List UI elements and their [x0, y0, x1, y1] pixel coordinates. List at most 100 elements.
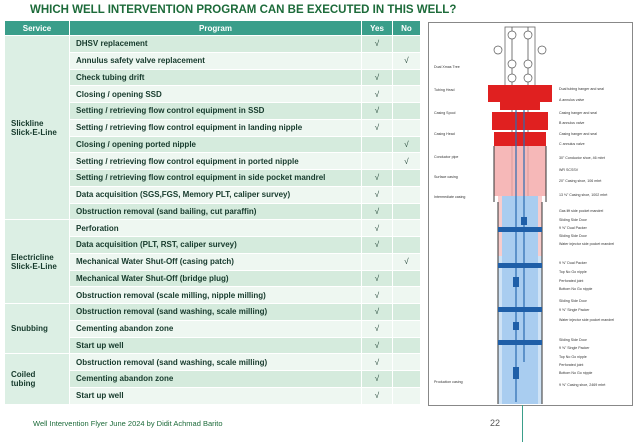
diagram-label: Gas lift side pocket mandrel [559, 209, 604, 213]
yes-cell: √ [362, 103, 393, 120]
no-cell [393, 36, 421, 53]
diagram-label: Casing hanger and seal [559, 111, 597, 115]
program-cell: DHSV replacement [70, 36, 362, 53]
yes-cell: √ [362, 186, 393, 204]
no-cell [393, 270, 421, 288]
program-cell: Closing / opening SSD [70, 86, 362, 103]
header-cell: No [393, 21, 421, 36]
program-cell: Obstruction removal (sand bailing, cut p… [70, 203, 362, 221]
no-cell [393, 371, 421, 388]
diagram-label: Top No Go nipple [559, 355, 587, 359]
diagram-label: Casing hanger and seal [559, 132, 597, 136]
diagram-label: Sliding Side Door [559, 234, 588, 238]
no-cell [393, 337, 421, 355]
yes-cell: √ [362, 270, 393, 288]
yes-cell: √ [362, 304, 393, 321]
diagram-label: Bottom No Go nipple [559, 371, 592, 375]
diagram-label: 9 ⅝" Dual Packer [559, 226, 588, 230]
yes-cell: √ [362, 119, 393, 137]
program-cell: Cementing abandon zone [70, 371, 362, 388]
no-cell [393, 287, 421, 304]
footer-text: Well Intervention Flyer June 2024 by Did… [33, 419, 223, 428]
yes-cell: √ [362, 337, 393, 355]
service-name: Slick-E-Line [11, 261, 57, 271]
no-cell [393, 354, 421, 371]
yes-cell: √ [362, 371, 393, 388]
yes-cell: √ [362, 387, 393, 405]
service-cell: Slickline Slick-E-Line [5, 36, 70, 221]
diagram-label: B annulus valve [559, 121, 584, 125]
service-name: Coiled [11, 369, 36, 379]
slide-title: WHICH WELL INTERVENTION PROGRAM CAN BE E… [30, 4, 457, 16]
no-cell: √ [393, 153, 421, 170]
diagram-label: Water injector side pocket mandrel [559, 318, 614, 322]
yes-cell: √ [362, 203, 393, 221]
no-cell: √ [393, 253, 421, 271]
yes-cell: √ [362, 69, 393, 87]
diagram-label: 13 ⅜" Casing shoe, 1002 mbrt [559, 193, 607, 197]
diagram-label: WR SCSSV [559, 168, 579, 172]
yes-cell: √ [362, 320, 393, 338]
service-name: Slick-E-Line [11, 127, 57, 137]
no-cell [393, 119, 421, 137]
yes-cell: √ [362, 220, 393, 237]
no-cell [393, 237, 421, 254]
diagram-label: C annulus valve [559, 142, 585, 146]
program-cell: Data acquisition (PLT, RST, caliper surv… [70, 237, 362, 254]
yes-cell [362, 136, 393, 154]
no-cell [393, 320, 421, 338]
diagram-label: 9 ⅝" Single Packer [559, 308, 590, 312]
no-cell [393, 103, 421, 120]
diagram-label: Conductor pipe [434, 155, 458, 159]
header-cell: Service [5, 21, 70, 36]
program-cell: Check tubing drift [70, 69, 362, 87]
yes-cell: √ [362, 36, 393, 53]
program-cell: Perforation [70, 220, 362, 237]
diagram-label: 30" Conductor shoe, 46 mbrt [559, 156, 605, 160]
no-cell [393, 203, 421, 221]
yes-cell [362, 52, 393, 70]
yes-cell: √ [362, 170, 393, 187]
diagram-label: Casing Spool [434, 111, 456, 115]
divider [522, 405, 523, 442]
no-cell [393, 69, 421, 87]
program-cell: Obstruction removal (scale milling, nipp… [70, 287, 362, 304]
diagram-label: Perforated joint [559, 363, 583, 367]
yes-cell [362, 153, 393, 170]
diagram-label: A annulus valve [559, 98, 584, 102]
yes-cell: √ [362, 287, 393, 304]
diagram-label: 9 ⅝" Single Packer [559, 346, 590, 350]
program-cell: Start up well [70, 387, 362, 405]
program-cell: Setting / retrieving flow control equipm… [70, 103, 362, 120]
diagram-label: Casing Head [434, 132, 455, 136]
program-cell: Closing / opening ported nipple [70, 136, 362, 154]
program-cell: Mechanical Water Shut-Off (bridge plug) [70, 270, 362, 288]
service-name: Snubbing [11, 324, 48, 334]
diagram-label: Perforated joint [559, 279, 583, 283]
no-cell [393, 304, 421, 321]
service-cell: Snubbing [5, 304, 70, 355]
diagram-label: Bottom No Go nipple [559, 287, 592, 291]
service-name: Slickline [11, 118, 44, 128]
header-cell: Yes [362, 21, 393, 36]
no-cell [393, 220, 421, 237]
program-cell: Setting / retrieving flow control equipm… [70, 119, 362, 137]
page-number: 22 [490, 418, 501, 428]
diagram-label: Intermediate casing [434, 195, 465, 199]
diagram-label: Top No Go nipple [559, 270, 587, 274]
yes-cell [362, 253, 393, 271]
program-cell: Annulus safety valve replacement [70, 52, 362, 70]
no-cell: √ [393, 136, 421, 154]
diagram-label: 9 ⅝" Casing shoe, 2469 mbrt [559, 383, 605, 387]
no-cell [393, 170, 421, 187]
diagram-label: Surface casing [434, 175, 458, 179]
yes-cell: √ [362, 237, 393, 254]
service-cell: Electricline Slick-E-Line [5, 220, 70, 304]
diagram-label: Sliding Side Door [559, 338, 588, 342]
diagram-label: 20" Casing shoe, 106 mbrt [559, 179, 601, 183]
program-cell: Obstruction removal (sand washing, scale… [70, 304, 362, 321]
no-cell [393, 186, 421, 204]
header-cell: Program [70, 21, 362, 36]
diagram-label: Water injector side pocket mandrel [559, 242, 614, 246]
program-cell: Obstruction removal (sand washing, scale… [70, 354, 362, 371]
